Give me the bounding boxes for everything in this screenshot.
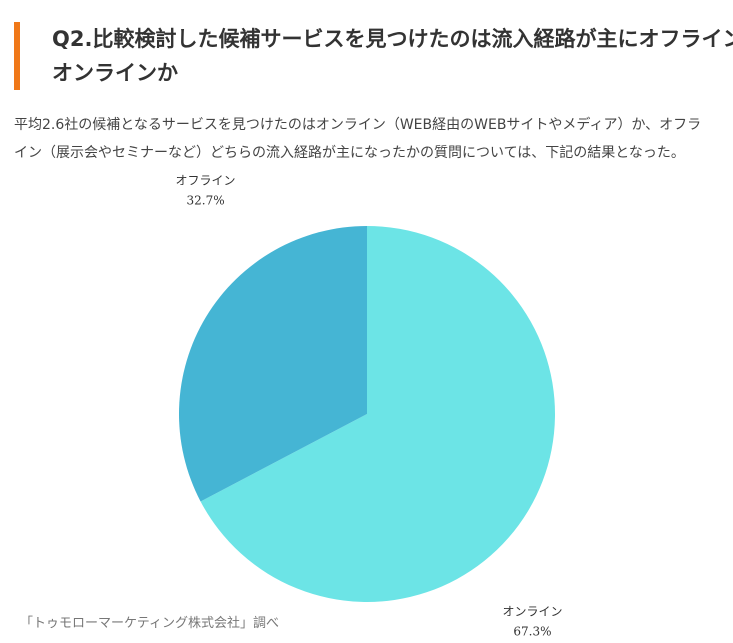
pie-slice-0 <box>200 226 556 602</box>
pie-slice-1 <box>179 226 367 502</box>
slice-value-1: 32.7% <box>186 193 224 207</box>
description-paragraph: 平均2.6社の候補となるサービスを見つけたのはオンライン（WEB経由のWEBサイ… <box>14 117 702 161</box>
source-note: 「トゥモローマーケティング株式会社」調べ <box>20 616 279 631</box>
question-heading: Q2.比較検討した候補サービスを見つけたのは流入経路が主にオフライン/オンライン… <box>14 22 733 90</box>
slice-label-0: オンライン <box>502 605 562 619</box>
slice-label-1: オフライン <box>176 173 236 187</box>
slice-value-0: 67.3% <box>513 625 551 639</box>
